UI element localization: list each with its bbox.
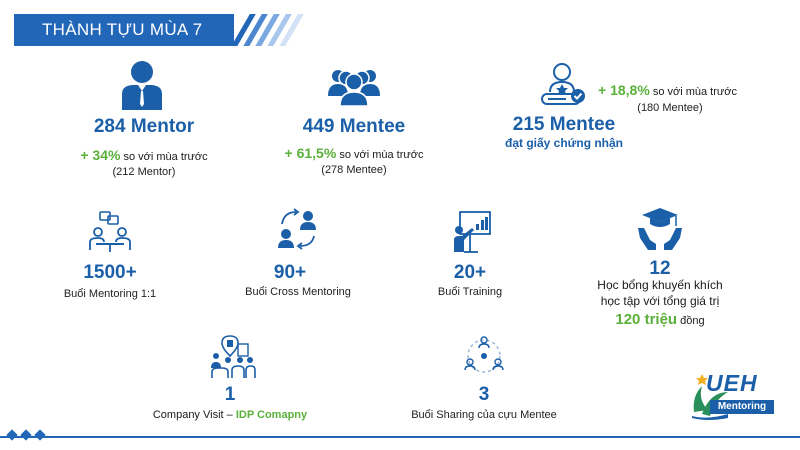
company-visit-label: Company Visit – IDP Comapny <box>152 409 308 421</box>
certified-change: + 18,8% so với mùa trước <box>598 82 737 98</box>
mentor-count: 284 Mentor <box>93 116 195 137</box>
mentoring-count: 1500+ <box>83 262 137 283</box>
cross-exchange-icon <box>278 208 316 250</box>
training-label: Buổi Training <box>437 286 503 298</box>
cross-mentoring-count: 90+ <box>273 262 307 283</box>
page-title: THÀNH TỰU MÙA 7 <box>14 14 234 46</box>
scholarship-line1: Học bổng khuyến khích <box>597 278 723 292</box>
scholarship-icon <box>638 208 682 250</box>
mentoring-label: Buổi Mentoring 1:1 <box>63 288 157 300</box>
scholarship-count: 12 <box>649 258 671 279</box>
mentee-change: + 61,5% so với mùa trước <box>284 145 424 161</box>
mentor-previous: (212 Mentor) <box>112 166 176 178</box>
company-visit-icon <box>211 335 256 378</box>
certificate-icon <box>541 63 585 105</box>
mentee-count: 449 Mentee <box>302 116 406 137</box>
footer-diamond <box>20 429 32 441</box>
cross-mentoring-label: Buổi Cross Mentoring <box>245 286 351 298</box>
mentor-person-icon <box>122 61 162 110</box>
training-presentation-icon <box>454 211 491 253</box>
group-people-icon <box>328 70 380 106</box>
scholarship-line2: học tập với tổng giá trị <box>600 294 720 308</box>
mentee-previous: (278 Mentee) <box>321 164 387 176</box>
certified-count: 215 Mentee <box>512 114 616 135</box>
sharing-count: 3 <box>478 384 490 405</box>
logo-text-sub: Mentoring <box>717 401 767 412</box>
certified-subtitle: đạt giấy chứng nhận <box>504 136 624 150</box>
footer-diamond <box>34 429 46 441</box>
sharing-network-icon <box>464 336 504 373</box>
footer-line <box>0 436 800 438</box>
company-visit-count: 1 <box>224 384 236 405</box>
ueh-mentoring-logo <box>692 374 774 420</box>
header-stripes <box>234 14 304 46</box>
training-count: 20+ <box>453 262 487 283</box>
logo-text-main: UEH <box>706 370 758 396</box>
footer-diamond <box>6 429 18 441</box>
scholarship-amount: 120 triệu đồng <box>615 311 705 328</box>
sharing-label: Buổi Sharing của cựu Mentee <box>411 409 557 421</box>
mentor-change: + 34% so với mùa trước <box>80 147 208 163</box>
certified-previous: (180 Mentee) <box>637 102 703 114</box>
meeting-icon <box>89 211 131 252</box>
